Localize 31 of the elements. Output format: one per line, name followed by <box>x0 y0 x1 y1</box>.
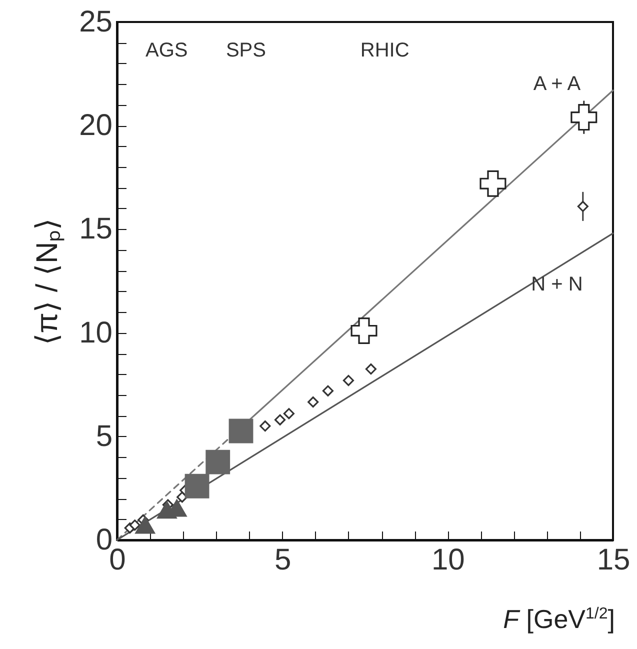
point <box>322 385 334 396</box>
point <box>577 200 588 212</box>
point <box>260 420 271 432</box>
point <box>206 450 230 474</box>
y-tick-label: 15 <box>79 212 112 246</box>
annotation: SPS <box>226 39 266 62</box>
point <box>283 408 294 420</box>
point <box>274 414 286 426</box>
point <box>342 374 354 386</box>
x-tick-label: 15 <box>596 544 630 576</box>
point <box>350 317 378 344</box>
point <box>129 520 140 531</box>
point <box>570 104 598 131</box>
y-tick-label: 20 <box>79 109 112 142</box>
annotation: AGS <box>145 39 188 62</box>
y-axis-title: ⟨π⟩ / ⟨Nₚ⟩ <box>31 218 66 346</box>
point <box>365 364 376 375</box>
annotation: N + N <box>531 274 583 296</box>
y-tick-label: 25 <box>79 6 112 38</box>
point <box>480 170 506 197</box>
y-tick-label: 10 <box>79 316 112 350</box>
x-tick-label: 5 <box>274 544 292 576</box>
point <box>135 516 155 534</box>
annotation: RHIC <box>360 39 410 62</box>
point <box>308 396 319 408</box>
x-tick-label: 10 <box>431 544 465 576</box>
point <box>184 474 210 498</box>
y-tick-label: 5 <box>96 420 112 453</box>
x-axis-title: F [GeV$^{1/2}$] <box>503 604 615 635</box>
point <box>228 418 254 444</box>
annotation: A + A <box>533 73 582 96</box>
